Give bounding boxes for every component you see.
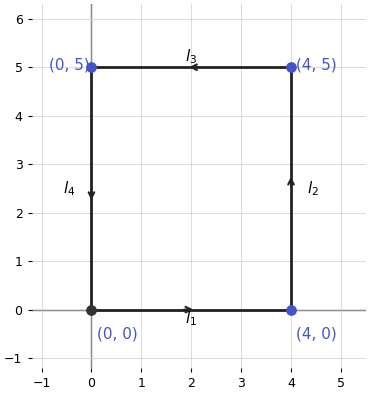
Point: [288, 64, 294, 71]
Text: $\it{l}$$_2$: $\it{l}$$_2$: [307, 179, 319, 198]
Point: [88, 64, 94, 71]
Point: [88, 307, 94, 313]
Point: [288, 307, 294, 313]
Text: $\it{l}$$_3$: $\it{l}$$_3$: [185, 47, 197, 66]
Text: (4, 5): (4, 5): [296, 58, 337, 72]
Text: (0, 0): (0, 0): [97, 327, 138, 342]
Text: $\it{l}$$_4$: $\it{l}$$_4$: [63, 179, 75, 198]
Text: $\it{l}$$_1$: $\it{l}$$_1$: [185, 309, 197, 328]
Text: (0, 5): (0, 5): [49, 58, 90, 72]
Text: (4, 0): (4, 0): [296, 327, 337, 342]
